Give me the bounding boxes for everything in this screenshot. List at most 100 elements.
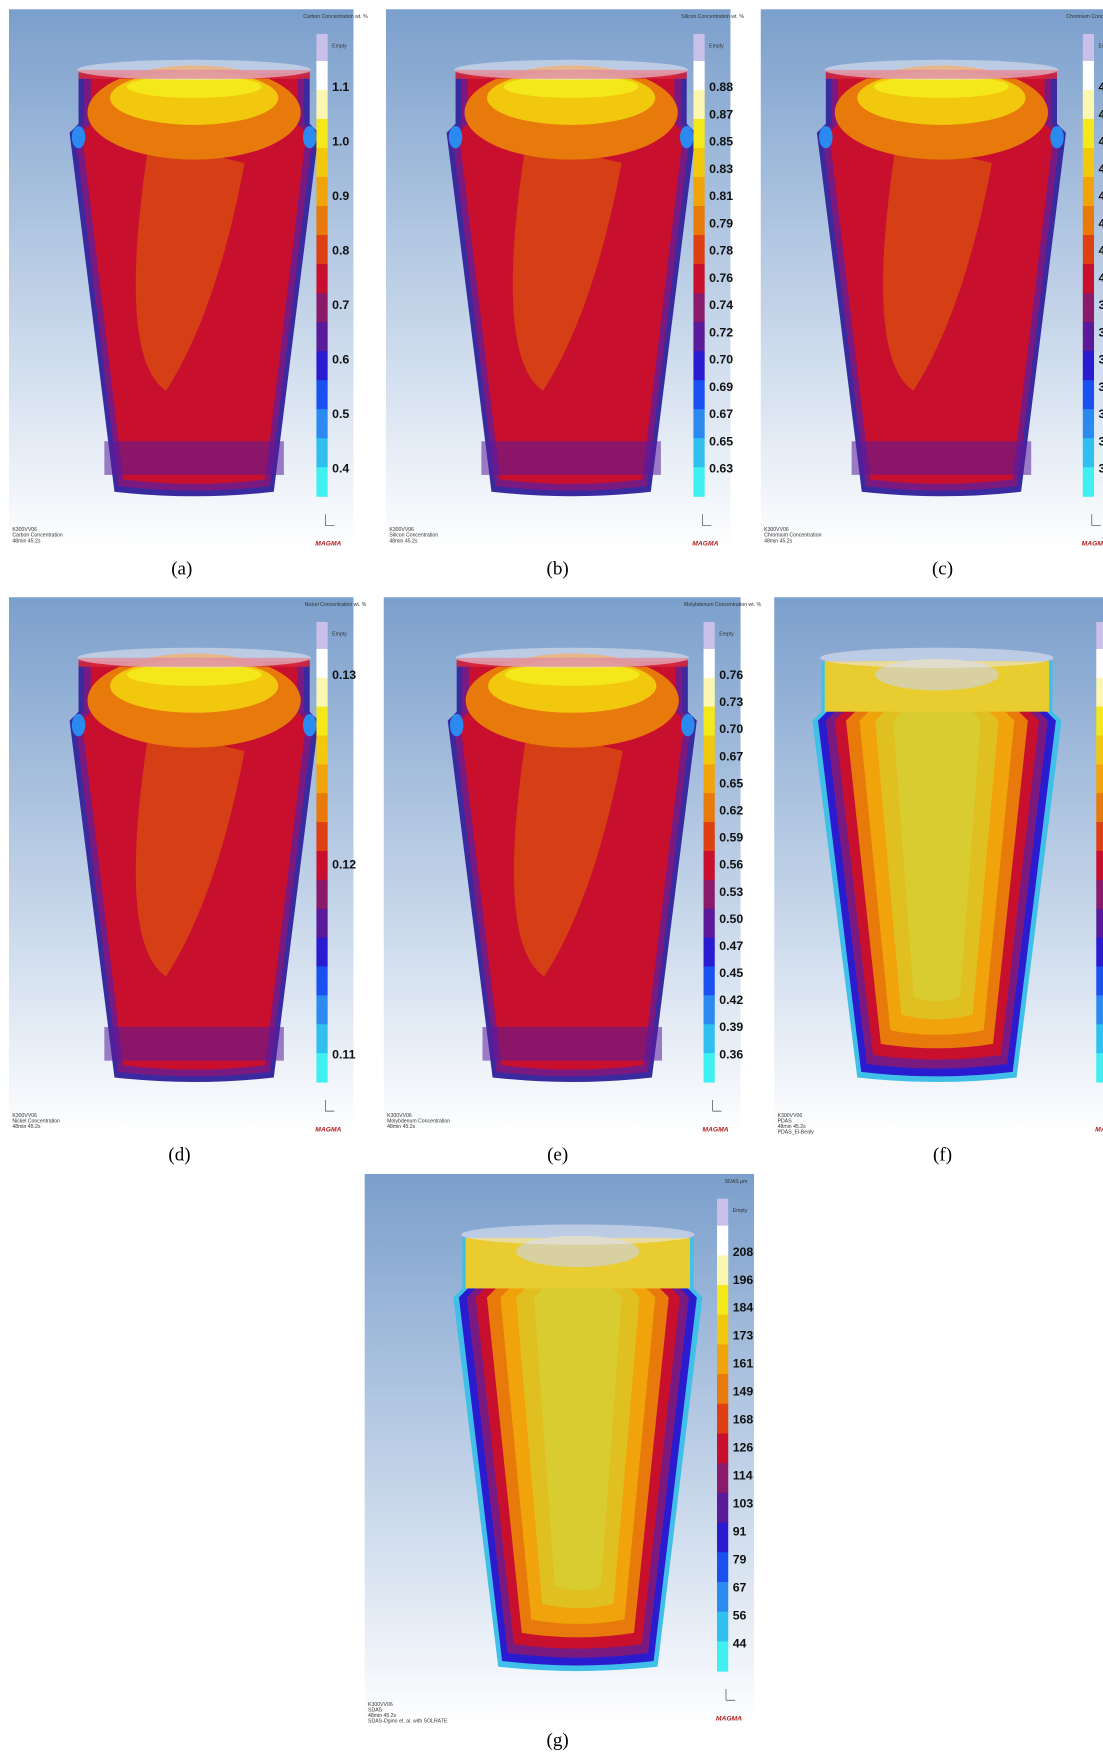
colorbar-band [1096, 966, 1103, 995]
rim [461, 1224, 694, 1244]
contour [852, 441, 1032, 475]
colorbar-label: 161 [733, 1357, 754, 1371]
logo: MAGMA [702, 1126, 728, 1133]
colorbar-band [704, 678, 715, 707]
colorbar-band [316, 177, 327, 207]
colorbar-label: 0.74 [709, 298, 733, 312]
logo: MAGMA [315, 1126, 341, 1133]
info-text: 48min 45.2s [387, 1124, 416, 1130]
legend-title: Molybdenum Concentration wt. % [684, 602, 762, 608]
legend-title: Nickel Concentration wt. % [305, 602, 367, 608]
colorbar-band [704, 649, 715, 678]
empty-label: Empty [719, 631, 734, 637]
colorbar-band [704, 995, 715, 1024]
colorbar-band [693, 409, 704, 439]
colorbar-band [1083, 90, 1094, 120]
colorbar-label: 0.87 [709, 107, 733, 121]
panel: EmptyMolybdenum Concentration wt. %0.760… [384, 597, 762, 1136]
colorbar-band [1083, 177, 1094, 207]
colorbar-label: 103 [733, 1497, 754, 1511]
colorbar-band [1083, 264, 1094, 294]
empty-label: Empty [709, 43, 724, 49]
colorbar-label: 3.4 [1099, 434, 1103, 448]
colorbar-label: 0.56 [719, 858, 743, 872]
casting [447, 60, 696, 496]
colorbar-label: 173 [733, 1329, 754, 1343]
colorbar-label: 0.70 [709, 353, 733, 367]
colorbar-label: 184 [733, 1301, 754, 1315]
colorbar-label: 0.13 [332, 668, 356, 682]
colorbar-label: 0.62 [719, 803, 743, 817]
colorbar-label: 0.59 [719, 831, 743, 845]
colorbar-label: 0.39 [719, 1020, 743, 1034]
legend-title: SDAS µm [725, 1179, 748, 1185]
colorbar-label: 0.72 [709, 325, 733, 339]
colorbar-band [693, 177, 704, 207]
colorbar-band [316, 851, 327, 880]
colorbar-label: 0.36 [719, 1047, 743, 1061]
colorbar-label: 3.9 [1099, 298, 1103, 312]
caption: (f) [933, 1144, 952, 1165]
colorbar-band [1083, 351, 1094, 381]
colorbar-band [717, 1641, 728, 1671]
colorbar-band [316, 235, 327, 265]
contour [819, 126, 832, 148]
panel: Empty Silicon Concentration wt. % 0.88 0.87… [386, 9, 744, 550]
logo: MAGMA [1082, 541, 1103, 548]
colorbar-label: 0.45 [719, 966, 743, 980]
panel: EmptyPDAS µm5465224984744504254013773533… [774, 597, 1103, 1136]
colorbar-label: 0.79 [709, 216, 733, 230]
page: {"figure": {"panels": [ {"legend_title":… [0, 0, 1103, 1760]
colorbar-label: 0.8 [332, 244, 349, 258]
colorbar-band [1083, 61, 1094, 91]
info-text: SDAS-Ogino et. al. with SOLRATE [368, 1719, 448, 1725]
colorbar-label: 0.50 [719, 912, 743, 926]
colorbar-band [316, 409, 327, 439]
colorbar-label: 4.5 [1099, 162, 1103, 176]
colorbar-band [316, 1024, 327, 1053]
colorbar-band [717, 1523, 728, 1553]
contour [303, 126, 316, 148]
colorbar-band [1083, 235, 1094, 265]
colorbar-label: 67 [733, 1580, 747, 1594]
colorbar-band [704, 707, 715, 736]
legend-title: Silicon Concentration wt. % [681, 14, 744, 20]
colorbar-band [1096, 938, 1103, 967]
colorbar-band [316, 764, 327, 793]
colorbar-empty [704, 622, 715, 649]
rim [825, 60, 1058, 80]
colorbar-label: 0.65 [709, 434, 733, 448]
rim [454, 60, 687, 80]
caption: (g) [547, 1730, 569, 1751]
colorbar-label: 4.8 [1099, 80, 1103, 94]
colorbar-label: 114 [733, 1469, 753, 1483]
colorbar-label: 0.67 [719, 749, 743, 763]
colorbar-band [717, 1582, 728, 1612]
colorbar-band [1096, 1024, 1103, 1053]
colorbar-label: 0.78 [709, 244, 733, 258]
colorbar-band [316, 148, 327, 178]
colorbar-label: 4.6 [1099, 135, 1103, 149]
panel: EmptyNickel Concentration wt. %0.130.120… [9, 597, 367, 1136]
colorbar-label: 0.7 [332, 298, 349, 312]
colorbar-label: 3.3 [1099, 462, 1103, 476]
rim [820, 648, 1053, 668]
colorbar-label: 0.81 [709, 189, 733, 203]
colorbar-band [704, 735, 715, 764]
contour [1050, 126, 1063, 148]
colorbar-band [704, 938, 715, 967]
casting [70, 648, 319, 1082]
colorbar-band [316, 793, 327, 822]
colorbar-band [1083, 467, 1094, 497]
colorbar-label: 168 [733, 1413, 754, 1427]
colorbar-band [704, 1053, 715, 1082]
colorbar-band [1083, 119, 1094, 149]
colorbar-label: 0.88 [709, 80, 733, 94]
colorbar-band [316, 61, 327, 91]
colorbar-band [316, 1053, 327, 1082]
colorbar-label: 0.73 [719, 695, 743, 709]
colorbar-label: 0.63 [709, 462, 733, 476]
colorbar-label: 0.65 [719, 776, 743, 790]
colorbar-band [717, 1226, 728, 1256]
